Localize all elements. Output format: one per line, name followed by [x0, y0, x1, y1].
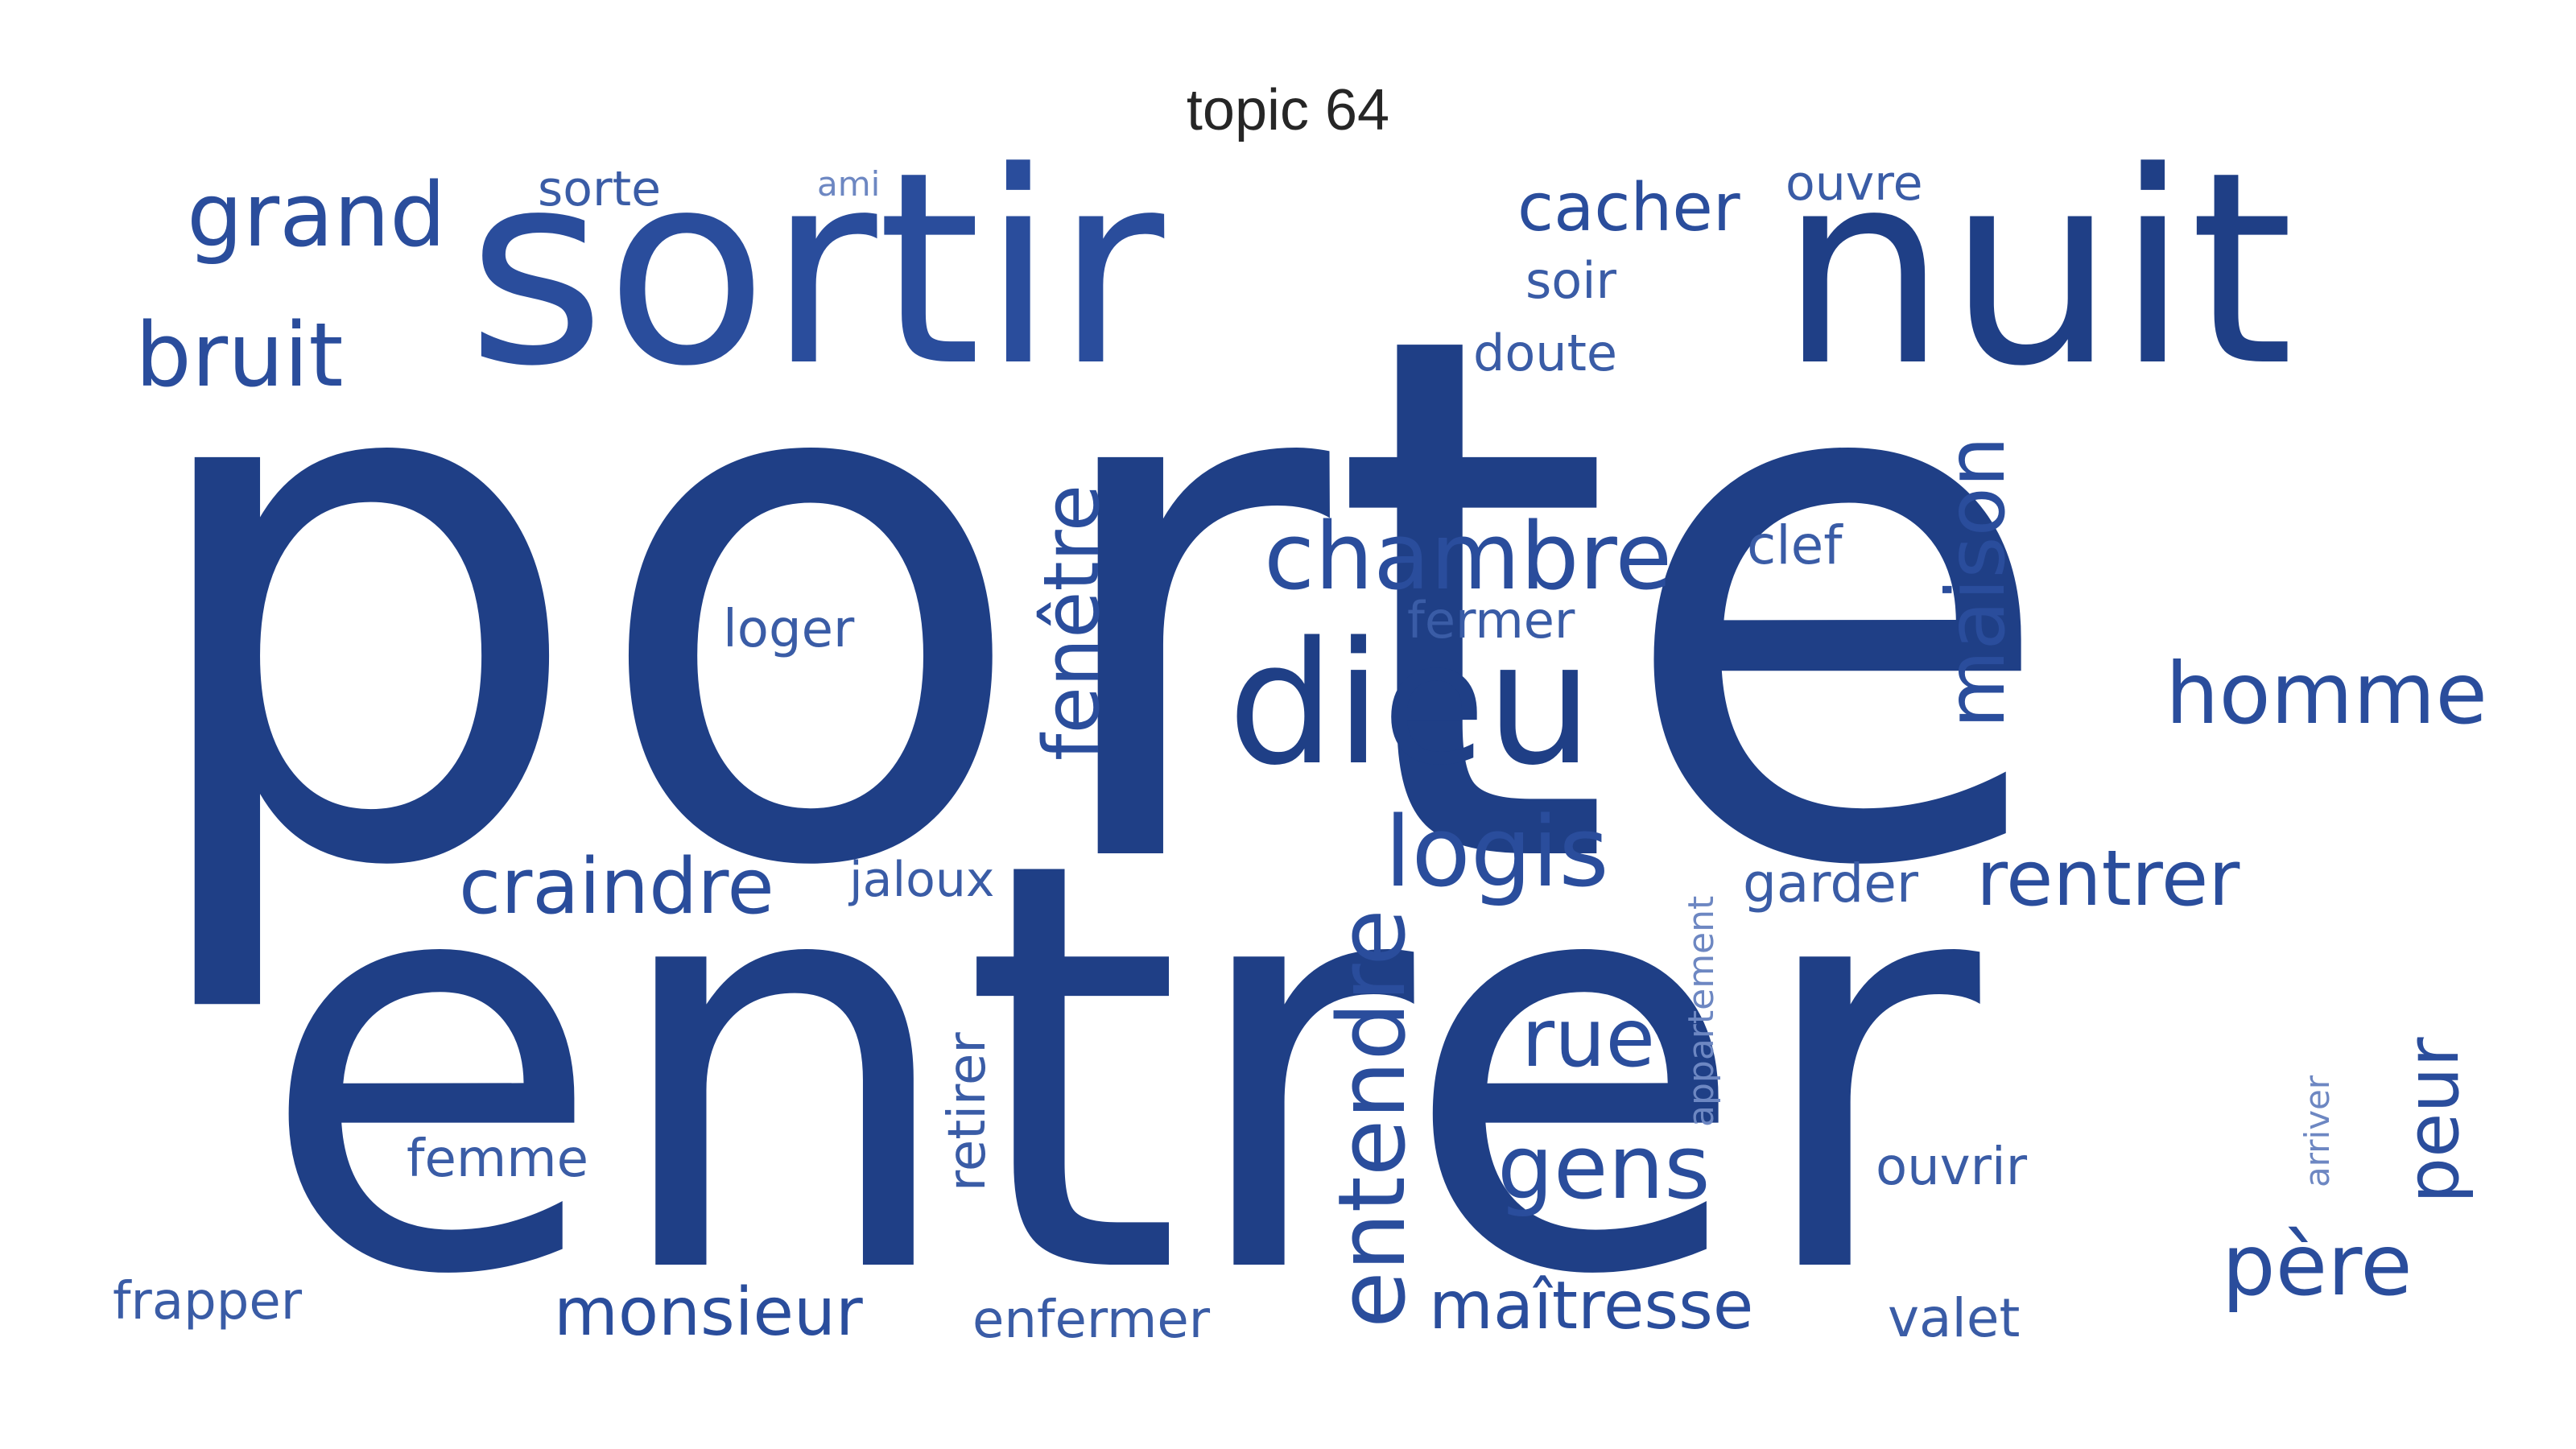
- word-bruit: bruit: [135, 303, 344, 407]
- word-porte: porte: [129, 182, 2060, 1025]
- word-grand: grand: [187, 163, 446, 266]
- word-ouvre: ouvre: [1785, 155, 1923, 212]
- word-ouvrir: ouvrir: [1876, 1137, 2027, 1197]
- word-arriver: arriver: [2297, 1075, 2337, 1187]
- word-dieu: dieu: [1228, 605, 1593, 803]
- word-logis: logis: [1385, 797, 1609, 909]
- word-enfermer: enfermer: [972, 1290, 1211, 1350]
- word-rentrer: rentrer: [1976, 835, 2240, 923]
- word-cacher: cacher: [1517, 170, 1740, 246]
- word-fenetre: fenêtre: [1028, 484, 1117, 761]
- word-chambre: chambre: [1264, 503, 1673, 611]
- word-monsieur: monsieur: [554, 1274, 863, 1351]
- word-sortir: sortir: [467, 115, 1165, 424]
- word-craindre: craindre: [459, 843, 774, 931]
- word-pere: père: [2222, 1216, 2413, 1315]
- word-sorte: sorte: [538, 161, 662, 217]
- word-soir: soir: [1525, 251, 1616, 310]
- word-doute: doute: [1473, 324, 1618, 382]
- word-loger: loger: [723, 600, 855, 659]
- word-maitresse: maîtresse: [1429, 1268, 1754, 1344]
- word-fermer: fermer: [1407, 591, 1575, 650]
- word-clef: clef: [1747, 514, 1843, 576]
- word-garder: garder: [1743, 852, 1918, 914]
- word-frapper: frapper: [113, 1272, 302, 1331]
- word-appartement: appartement: [1681, 895, 1722, 1127]
- word-homme: homme: [2165, 645, 2487, 743]
- word-ami: ami: [817, 164, 881, 204]
- word-gens: gens: [1497, 1116, 1711, 1219]
- word-valet: valet: [1888, 1287, 2021, 1349]
- word-entrer: entrer: [258, 742, 1980, 1398]
- word-jaloux: jaloux: [849, 852, 995, 908]
- word-rue: rue: [1521, 991, 1656, 1085]
- word-nuit: nuit: [1779, 115, 2294, 424]
- page-title: topic 64: [1186, 78, 1390, 142]
- word-maison: maison: [1929, 436, 2023, 729]
- word-femme: femme: [407, 1129, 588, 1189]
- word-peur: peur: [2391, 1037, 2475, 1203]
- word-entendre: entendre: [1319, 909, 1426, 1328]
- word-retirer: retirer: [938, 1032, 997, 1191]
